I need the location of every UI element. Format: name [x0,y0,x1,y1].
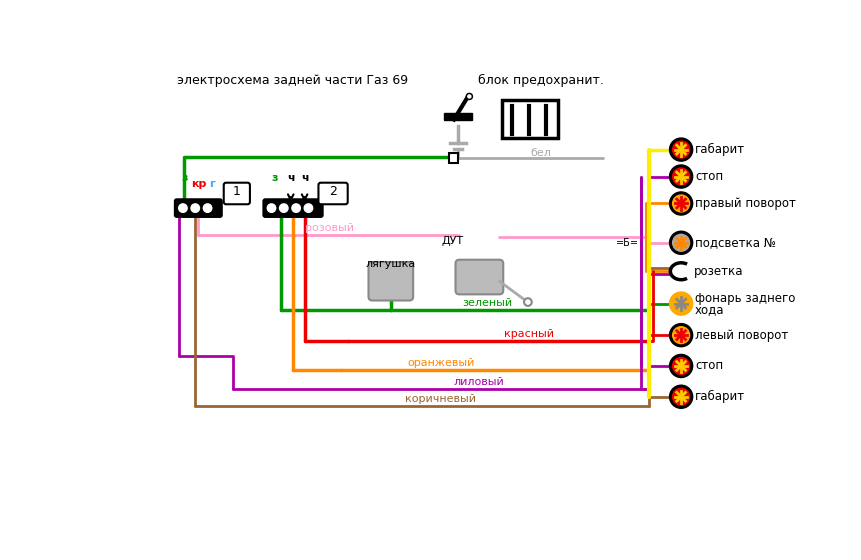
Circle shape [672,388,690,405]
Circle shape [670,165,692,188]
FancyBboxPatch shape [319,183,348,204]
Text: оранжевый: оранжевый [407,358,474,368]
Bar [449,153,458,162]
FancyBboxPatch shape [455,260,503,295]
Text: электросхема задней части Газ 69: электросхема задней части Газ 69 [177,74,408,87]
Text: з: з [271,173,278,183]
Circle shape [670,138,692,161]
FancyBboxPatch shape [176,200,221,217]
Circle shape [179,204,187,212]
Text: коричневый: коричневый [406,394,476,404]
Circle shape [672,195,690,212]
Text: з: з [181,173,188,183]
Circle shape [672,326,690,344]
Text: бел: бел [530,148,551,158]
Circle shape [524,298,532,306]
Text: стоп: стоп [695,360,723,372]
Text: лиловый: лиловый [454,377,505,387]
Text: ч: ч [300,173,308,183]
Text: кр: кр [190,179,206,189]
Circle shape [191,204,200,212]
Text: лягушка: лягушка [366,259,416,269]
Text: розовый: розовый [305,223,354,233]
Circle shape [672,141,690,158]
Circle shape [670,231,692,254]
Text: ДУТ: ДУТ [442,236,463,246]
Text: розетка: розетка [694,265,744,278]
Text: габарит: габарит [695,143,745,156]
Circle shape [670,385,692,408]
Circle shape [467,94,473,100]
Text: 1: 1 [232,185,241,198]
FancyBboxPatch shape [369,262,413,301]
Text: фонарь заднего: фонарь заднего [695,292,796,305]
Circle shape [280,204,288,212]
Circle shape [672,168,690,185]
Circle shape [672,295,690,312]
FancyBboxPatch shape [263,200,322,217]
Text: блок предохранит.: блок предохранит. [478,74,604,87]
Text: =Б=: =Б= [616,238,639,248]
Text: подсветка №: подсветка № [695,236,776,249]
Circle shape [267,204,276,212]
Circle shape [468,95,471,98]
Circle shape [292,204,300,212]
Text: хода: хода [695,304,724,316]
Text: красный: красный [505,329,554,339]
Text: правый поворот: правый поворот [695,197,796,210]
FancyBboxPatch shape [224,183,250,204]
Circle shape [670,292,692,315]
Bar [444,113,472,119]
Text: габарит: габарит [695,390,745,403]
Circle shape [672,357,690,375]
Circle shape [203,204,212,212]
Text: 2: 2 [329,185,337,198]
Text: левый поворот: левый поворот [695,329,788,342]
Circle shape [670,354,692,377]
Circle shape [672,234,690,251]
Text: ч: ч [287,173,294,183]
Text: стоп: стоп [695,170,723,183]
Circle shape [670,324,692,347]
Circle shape [304,204,313,212]
Circle shape [670,192,692,215]
FancyBboxPatch shape [503,100,558,138]
Text: зеленый: зеленый [462,298,512,308]
Text: г: г [209,179,215,189]
